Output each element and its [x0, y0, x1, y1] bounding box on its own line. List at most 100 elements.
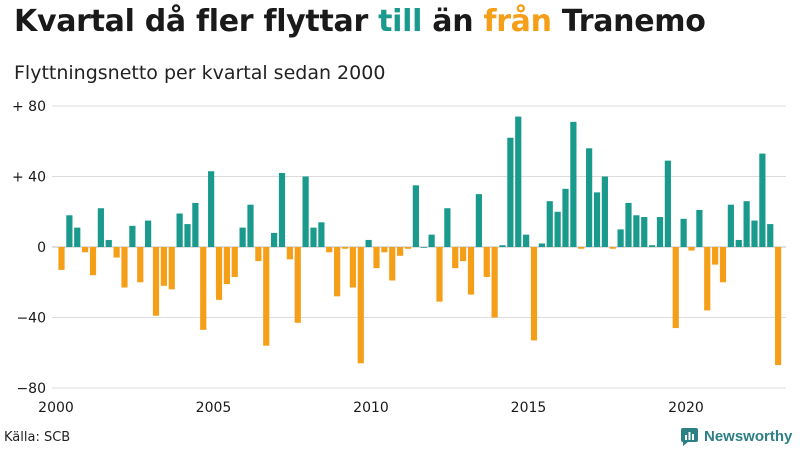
bar — [633, 215, 640, 247]
title-part2: än — [432, 4, 474, 39]
bar — [208, 171, 215, 247]
bar — [271, 232, 278, 247]
y-tick-label: −80 — [16, 381, 46, 397]
bar — [428, 234, 435, 247]
y-tick-label: + 80 — [12, 99, 46, 115]
bar — [357, 247, 364, 364]
bar — [475, 194, 482, 247]
bar — [82, 247, 89, 253]
bar — [499, 245, 506, 247]
bar — [743, 201, 750, 247]
x-tick-label: 2000 — [38, 400, 74, 416]
x-tick-label: 2015 — [511, 400, 547, 416]
bar — [129, 225, 136, 247]
bar — [727, 204, 734, 247]
x-tick-label: 2020 — [668, 400, 704, 416]
bar — [404, 247, 412, 249]
bar — [664, 160, 671, 247]
bar — [767, 224, 774, 247]
bar — [546, 201, 553, 247]
bar — [247, 204, 254, 247]
bar — [326, 247, 333, 253]
bar — [444, 208, 451, 247]
bar — [593, 192, 601, 247]
bar — [286, 247, 293, 260]
bar — [688, 247, 695, 251]
x-tick-label: 2010 — [353, 400, 389, 416]
bar — [751, 220, 758, 247]
bar — [223, 247, 230, 285]
bar — [625, 202, 632, 247]
bar-chart-icon — [681, 428, 698, 446]
bar — [436, 247, 443, 302]
bar — [483, 247, 490, 277]
source-label: Källa: SCB — [4, 430, 71, 445]
bar — [641, 217, 648, 247]
bar — [168, 247, 175, 290]
title-till: till — [378, 4, 423, 39]
bar — [609, 247, 616, 249]
bar — [530, 247, 538, 341]
bar — [121, 247, 128, 288]
bar — [656, 217, 664, 247]
bar — [239, 227, 246, 247]
chart-title: Kvartal då fler flyttar till än från Tra… — [14, 4, 706, 39]
bar — [467, 247, 475, 295]
bar — [712, 247, 719, 265]
bar-chart: + 80 + 40 0 −40 −80 2000 2005 2010 2015 2020 — [12, 99, 786, 416]
x-tick-label: 2005 — [196, 400, 232, 416]
bar — [491, 247, 498, 318]
bar — [255, 247, 262, 262]
bar — [318, 222, 325, 247]
bar — [89, 247, 97, 276]
bars — [58, 116, 782, 366]
bar — [696, 209, 703, 247]
bar — [365, 239, 372, 247]
bar — [672, 247, 679, 329]
bar — [263, 247, 270, 346]
bar — [562, 188, 569, 247]
bar — [601, 176, 608, 247]
bar — [570, 121, 577, 247]
chart-subtitle: Flyttningsnetto per kvartal sedan 2000 — [14, 62, 386, 84]
bar — [460, 247, 467, 262]
bar — [523, 234, 530, 247]
bar — [215, 247, 223, 300]
y-tick-label: + 40 — [12, 170, 46, 186]
bar — [200, 247, 207, 330]
y-tick-label: −40 — [16, 311, 46, 327]
bar — [735, 239, 742, 247]
bar — [412, 185, 419, 247]
bar — [302, 176, 309, 247]
bar — [759, 153, 766, 247]
title-part1: Kvartal då fler flyttar — [14, 4, 368, 39]
bar — [334, 247, 341, 297]
bar — [192, 202, 199, 247]
bar — [373, 247, 380, 269]
y-tick-label: 0 — [37, 240, 46, 256]
bar — [341, 247, 349, 249]
bar — [515, 116, 522, 247]
bar — [704, 247, 711, 311]
bar — [617, 229, 624, 247]
bar — [113, 247, 120, 258]
bar — [507, 137, 514, 247]
bar — [152, 247, 160, 316]
bar — [775, 247, 782, 366]
bar — [137, 247, 144, 283]
bar — [680, 218, 687, 247]
bar — [719, 247, 727, 283]
bar — [578, 247, 585, 249]
bar — [58, 247, 65, 270]
bar — [389, 247, 396, 281]
bar — [554, 211, 561, 247]
title-fran: från — [483, 4, 552, 39]
bar — [310, 227, 317, 247]
bar — [231, 247, 238, 277]
axis-labels: + 80 + 40 0 −40 −80 2000 2005 2010 2015 2020 — [12, 99, 704, 416]
bar — [184, 224, 191, 247]
bar — [586, 148, 593, 247]
bar — [538, 243, 545, 247]
bar — [420, 247, 427, 248]
bar — [397, 247, 404, 256]
